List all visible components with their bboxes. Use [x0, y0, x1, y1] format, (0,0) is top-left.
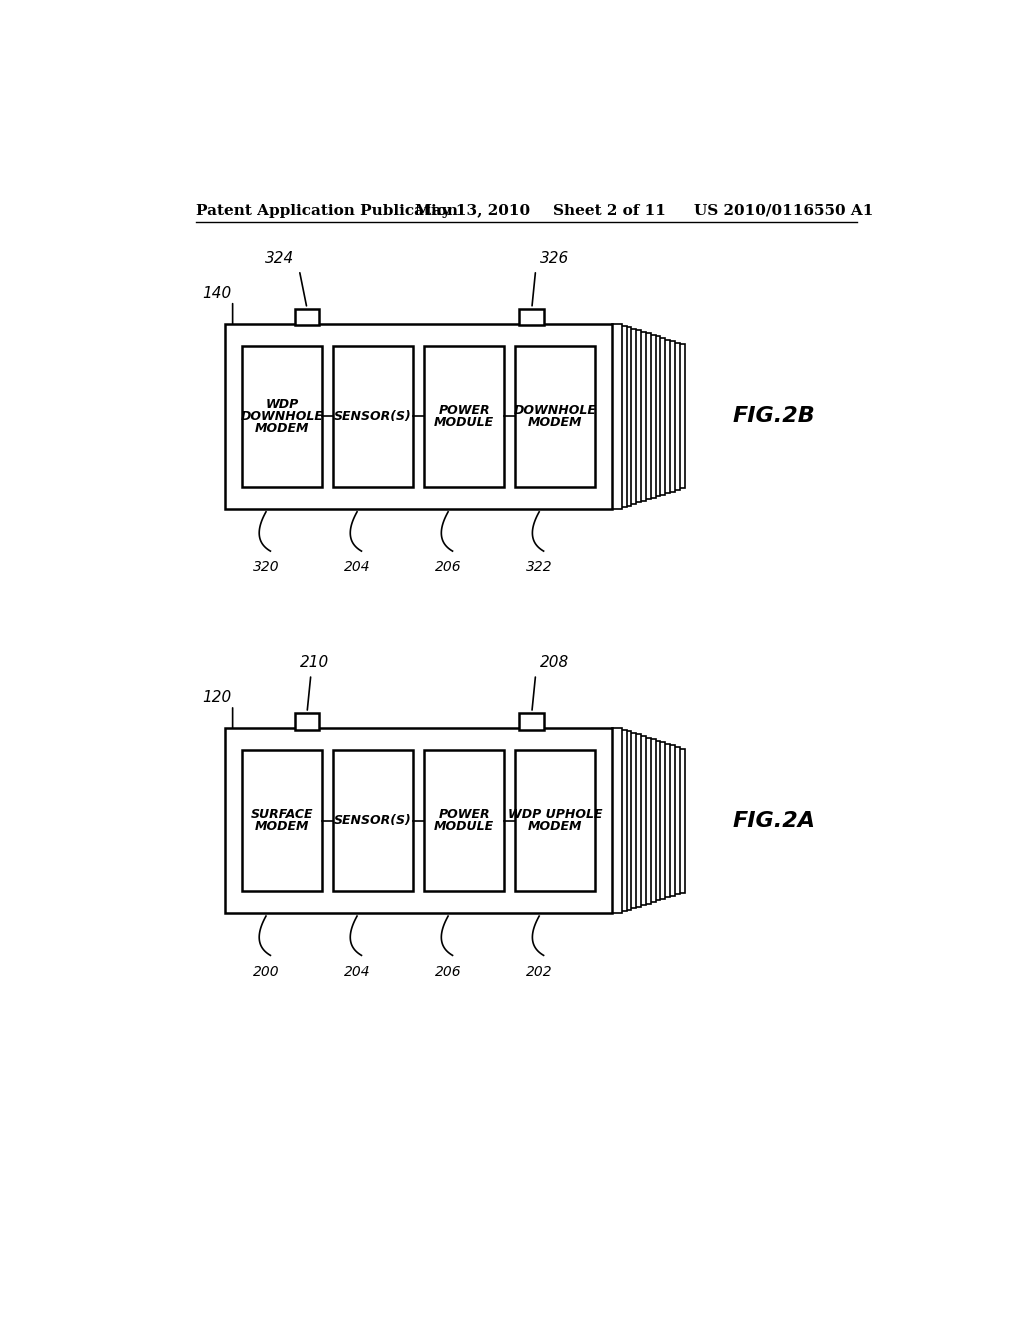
Polygon shape	[623, 731, 632, 909]
Text: FIG.2A: FIG.2A	[732, 810, 815, 830]
Polygon shape	[638, 737, 646, 906]
Text: Patent Application Publication: Patent Application Publication	[197, 203, 458, 218]
Polygon shape	[638, 331, 646, 500]
Text: 322: 322	[526, 560, 553, 574]
Text: Sheet 2 of 11: Sheet 2 of 11	[553, 203, 666, 218]
Bar	[295, 309, 319, 326]
Bar	[242, 750, 323, 891]
Text: POWER: POWER	[438, 808, 489, 821]
Bar	[519, 713, 544, 730]
Bar	[424, 750, 504, 891]
Text: MODEM: MODEM	[528, 416, 583, 429]
Polygon shape	[668, 746, 675, 896]
Text: 202: 202	[526, 965, 553, 978]
Polygon shape	[673, 343, 680, 490]
Bar	[225, 323, 612, 508]
Polygon shape	[643, 738, 651, 904]
Polygon shape	[658, 338, 666, 495]
Text: SENSOR(S): SENSOR(S)	[334, 409, 412, 422]
Text: SENSOR(S): SENSOR(S)	[334, 814, 412, 828]
Text: 210: 210	[300, 655, 330, 671]
Text: DOWNHOLE: DOWNHOLE	[514, 404, 597, 417]
Text: SURFACE: SURFACE	[251, 808, 313, 821]
Text: 200: 200	[253, 965, 280, 978]
Text: POWER: POWER	[438, 404, 489, 417]
Text: DOWNHOLE: DOWNHOLE	[241, 409, 324, 422]
Text: FIG.2B: FIG.2B	[732, 407, 815, 426]
Polygon shape	[673, 747, 680, 894]
Polygon shape	[648, 739, 655, 902]
Polygon shape	[628, 329, 636, 504]
Text: MODEM: MODEM	[255, 820, 309, 833]
Polygon shape	[628, 733, 636, 908]
Text: 206: 206	[435, 560, 462, 574]
Text: 326: 326	[541, 251, 569, 267]
Text: MODEM: MODEM	[255, 422, 309, 436]
Polygon shape	[633, 734, 641, 907]
Polygon shape	[668, 341, 675, 491]
Bar	[519, 309, 544, 326]
Text: 208: 208	[541, 655, 569, 671]
Polygon shape	[617, 326, 627, 507]
Text: MODULE: MODULE	[434, 820, 495, 833]
Polygon shape	[633, 330, 641, 503]
Text: 204: 204	[344, 560, 371, 574]
Bar	[225, 729, 612, 913]
Text: 324: 324	[265, 251, 295, 267]
Bar	[242, 346, 323, 487]
Bar	[515, 346, 595, 487]
Polygon shape	[678, 345, 685, 488]
Text: 320: 320	[253, 560, 280, 574]
Text: MODULE: MODULE	[434, 416, 495, 429]
Polygon shape	[643, 334, 651, 499]
Text: 204: 204	[344, 965, 371, 978]
Bar	[333, 750, 414, 891]
Polygon shape	[658, 742, 666, 899]
Polygon shape	[623, 327, 632, 506]
Text: May 13, 2010: May 13, 2010	[415, 203, 529, 218]
Polygon shape	[653, 741, 660, 900]
Text: WDP: WDP	[265, 397, 299, 411]
Polygon shape	[653, 337, 660, 496]
Text: WDP UPHOLE: WDP UPHOLE	[508, 808, 602, 821]
Polygon shape	[678, 748, 685, 892]
Text: US 2010/0116550 A1: US 2010/0116550 A1	[693, 203, 873, 218]
Bar	[515, 750, 595, 891]
Text: 206: 206	[435, 965, 462, 978]
Text: MODEM: MODEM	[528, 820, 583, 833]
Polygon shape	[664, 339, 670, 494]
Bar	[295, 713, 319, 730]
Polygon shape	[612, 729, 622, 913]
Polygon shape	[648, 335, 655, 498]
Polygon shape	[617, 730, 627, 911]
Bar	[424, 346, 504, 487]
Text: 140: 140	[203, 285, 231, 301]
Polygon shape	[664, 744, 670, 898]
Bar	[333, 346, 414, 487]
Text: 120: 120	[203, 690, 231, 705]
Polygon shape	[612, 323, 622, 508]
